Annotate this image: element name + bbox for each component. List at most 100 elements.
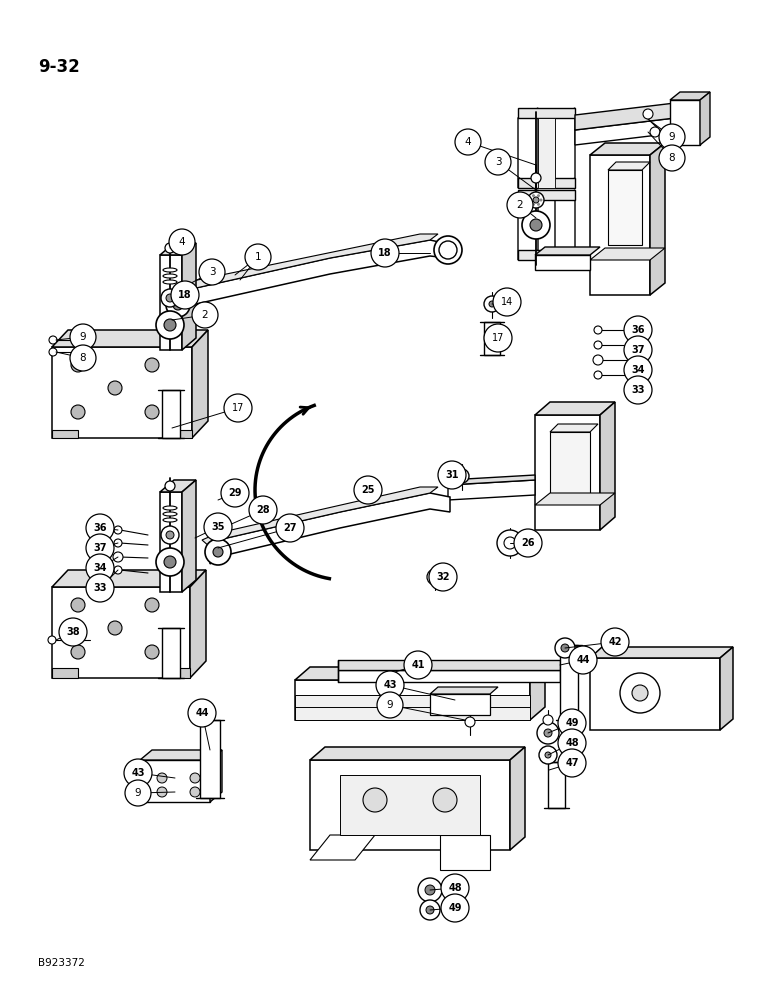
Text: 26: 26 [521, 538, 535, 548]
Polygon shape [430, 687, 498, 694]
Circle shape [114, 566, 122, 574]
Polygon shape [140, 750, 222, 760]
Polygon shape [162, 234, 438, 300]
Polygon shape [670, 100, 700, 145]
Text: 47: 47 [565, 758, 579, 768]
Circle shape [165, 243, 175, 253]
Polygon shape [700, 92, 710, 145]
Circle shape [489, 301, 495, 307]
Circle shape [108, 621, 122, 635]
Polygon shape [200, 720, 220, 798]
Polygon shape [52, 668, 78, 678]
Circle shape [624, 356, 652, 384]
Polygon shape [295, 680, 530, 720]
Polygon shape [52, 430, 78, 438]
Polygon shape [720, 647, 733, 730]
Polygon shape [600, 402, 615, 530]
Circle shape [439, 241, 457, 259]
Circle shape [532, 203, 535, 206]
Circle shape [276, 514, 304, 542]
Text: 18: 18 [178, 290, 191, 300]
Circle shape [650, 127, 660, 137]
Circle shape [420, 900, 440, 920]
Circle shape [507, 192, 533, 218]
Circle shape [485, 149, 511, 175]
Polygon shape [518, 108, 538, 188]
Circle shape [86, 534, 114, 562]
Text: 3: 3 [495, 157, 501, 167]
Circle shape [114, 539, 122, 547]
Circle shape [173, 300, 183, 310]
Circle shape [594, 371, 602, 379]
Circle shape [71, 645, 85, 659]
Text: 48: 48 [565, 738, 579, 748]
Polygon shape [192, 330, 208, 438]
Circle shape [165, 481, 175, 491]
Text: 27: 27 [283, 523, 296, 533]
Polygon shape [590, 155, 650, 295]
Circle shape [70, 345, 96, 371]
Polygon shape [160, 480, 196, 492]
Polygon shape [518, 190, 575, 200]
Circle shape [442, 244, 454, 256]
Circle shape [377, 692, 403, 718]
Circle shape [48, 636, 56, 644]
Polygon shape [448, 480, 535, 500]
Text: 17: 17 [232, 403, 244, 413]
Circle shape [86, 514, 114, 542]
Circle shape [221, 479, 249, 507]
Text: 43: 43 [131, 768, 145, 778]
Circle shape [108, 381, 122, 395]
Circle shape [213, 547, 223, 557]
Text: 44: 44 [195, 708, 208, 718]
Polygon shape [182, 243, 196, 350]
Circle shape [433, 788, 457, 812]
Circle shape [166, 294, 174, 302]
Circle shape [624, 316, 652, 344]
Polygon shape [555, 108, 575, 188]
Polygon shape [535, 402, 615, 415]
Circle shape [624, 376, 652, 404]
Text: 44: 44 [576, 655, 590, 665]
Text: 48: 48 [449, 883, 462, 893]
Circle shape [190, 773, 200, 783]
Polygon shape [430, 694, 490, 715]
Polygon shape [575, 100, 700, 130]
Polygon shape [202, 487, 438, 547]
Polygon shape [590, 248, 665, 260]
Circle shape [441, 874, 469, 902]
Circle shape [540, 198, 543, 202]
Polygon shape [538, 118, 555, 188]
Circle shape [530, 219, 542, 231]
Circle shape [514, 529, 542, 557]
Circle shape [166, 531, 174, 539]
Text: 4: 4 [178, 237, 185, 247]
Circle shape [537, 194, 540, 197]
Polygon shape [518, 250, 575, 260]
Text: 25: 25 [361, 485, 374, 495]
Text: 37: 37 [631, 345, 645, 355]
Text: 33: 33 [631, 385, 645, 395]
Text: 33: 33 [93, 583, 107, 593]
Circle shape [537, 722, 559, 744]
Circle shape [205, 539, 231, 565]
Text: 29: 29 [229, 488, 242, 498]
Text: B923372: B923372 [38, 958, 85, 968]
Polygon shape [550, 432, 590, 500]
Polygon shape [535, 415, 600, 530]
Polygon shape [165, 430, 192, 438]
Text: 43: 43 [383, 680, 397, 690]
Polygon shape [338, 660, 560, 670]
Circle shape [418, 878, 442, 902]
Circle shape [192, 302, 218, 328]
Circle shape [624, 336, 652, 364]
Circle shape [531, 173, 541, 183]
Polygon shape [210, 493, 450, 564]
Polygon shape [518, 178, 575, 188]
Text: 41: 41 [411, 660, 425, 670]
Polygon shape [295, 695, 530, 720]
Circle shape [522, 211, 550, 239]
Circle shape [169, 229, 195, 255]
Polygon shape [535, 493, 615, 505]
Circle shape [204, 513, 232, 541]
